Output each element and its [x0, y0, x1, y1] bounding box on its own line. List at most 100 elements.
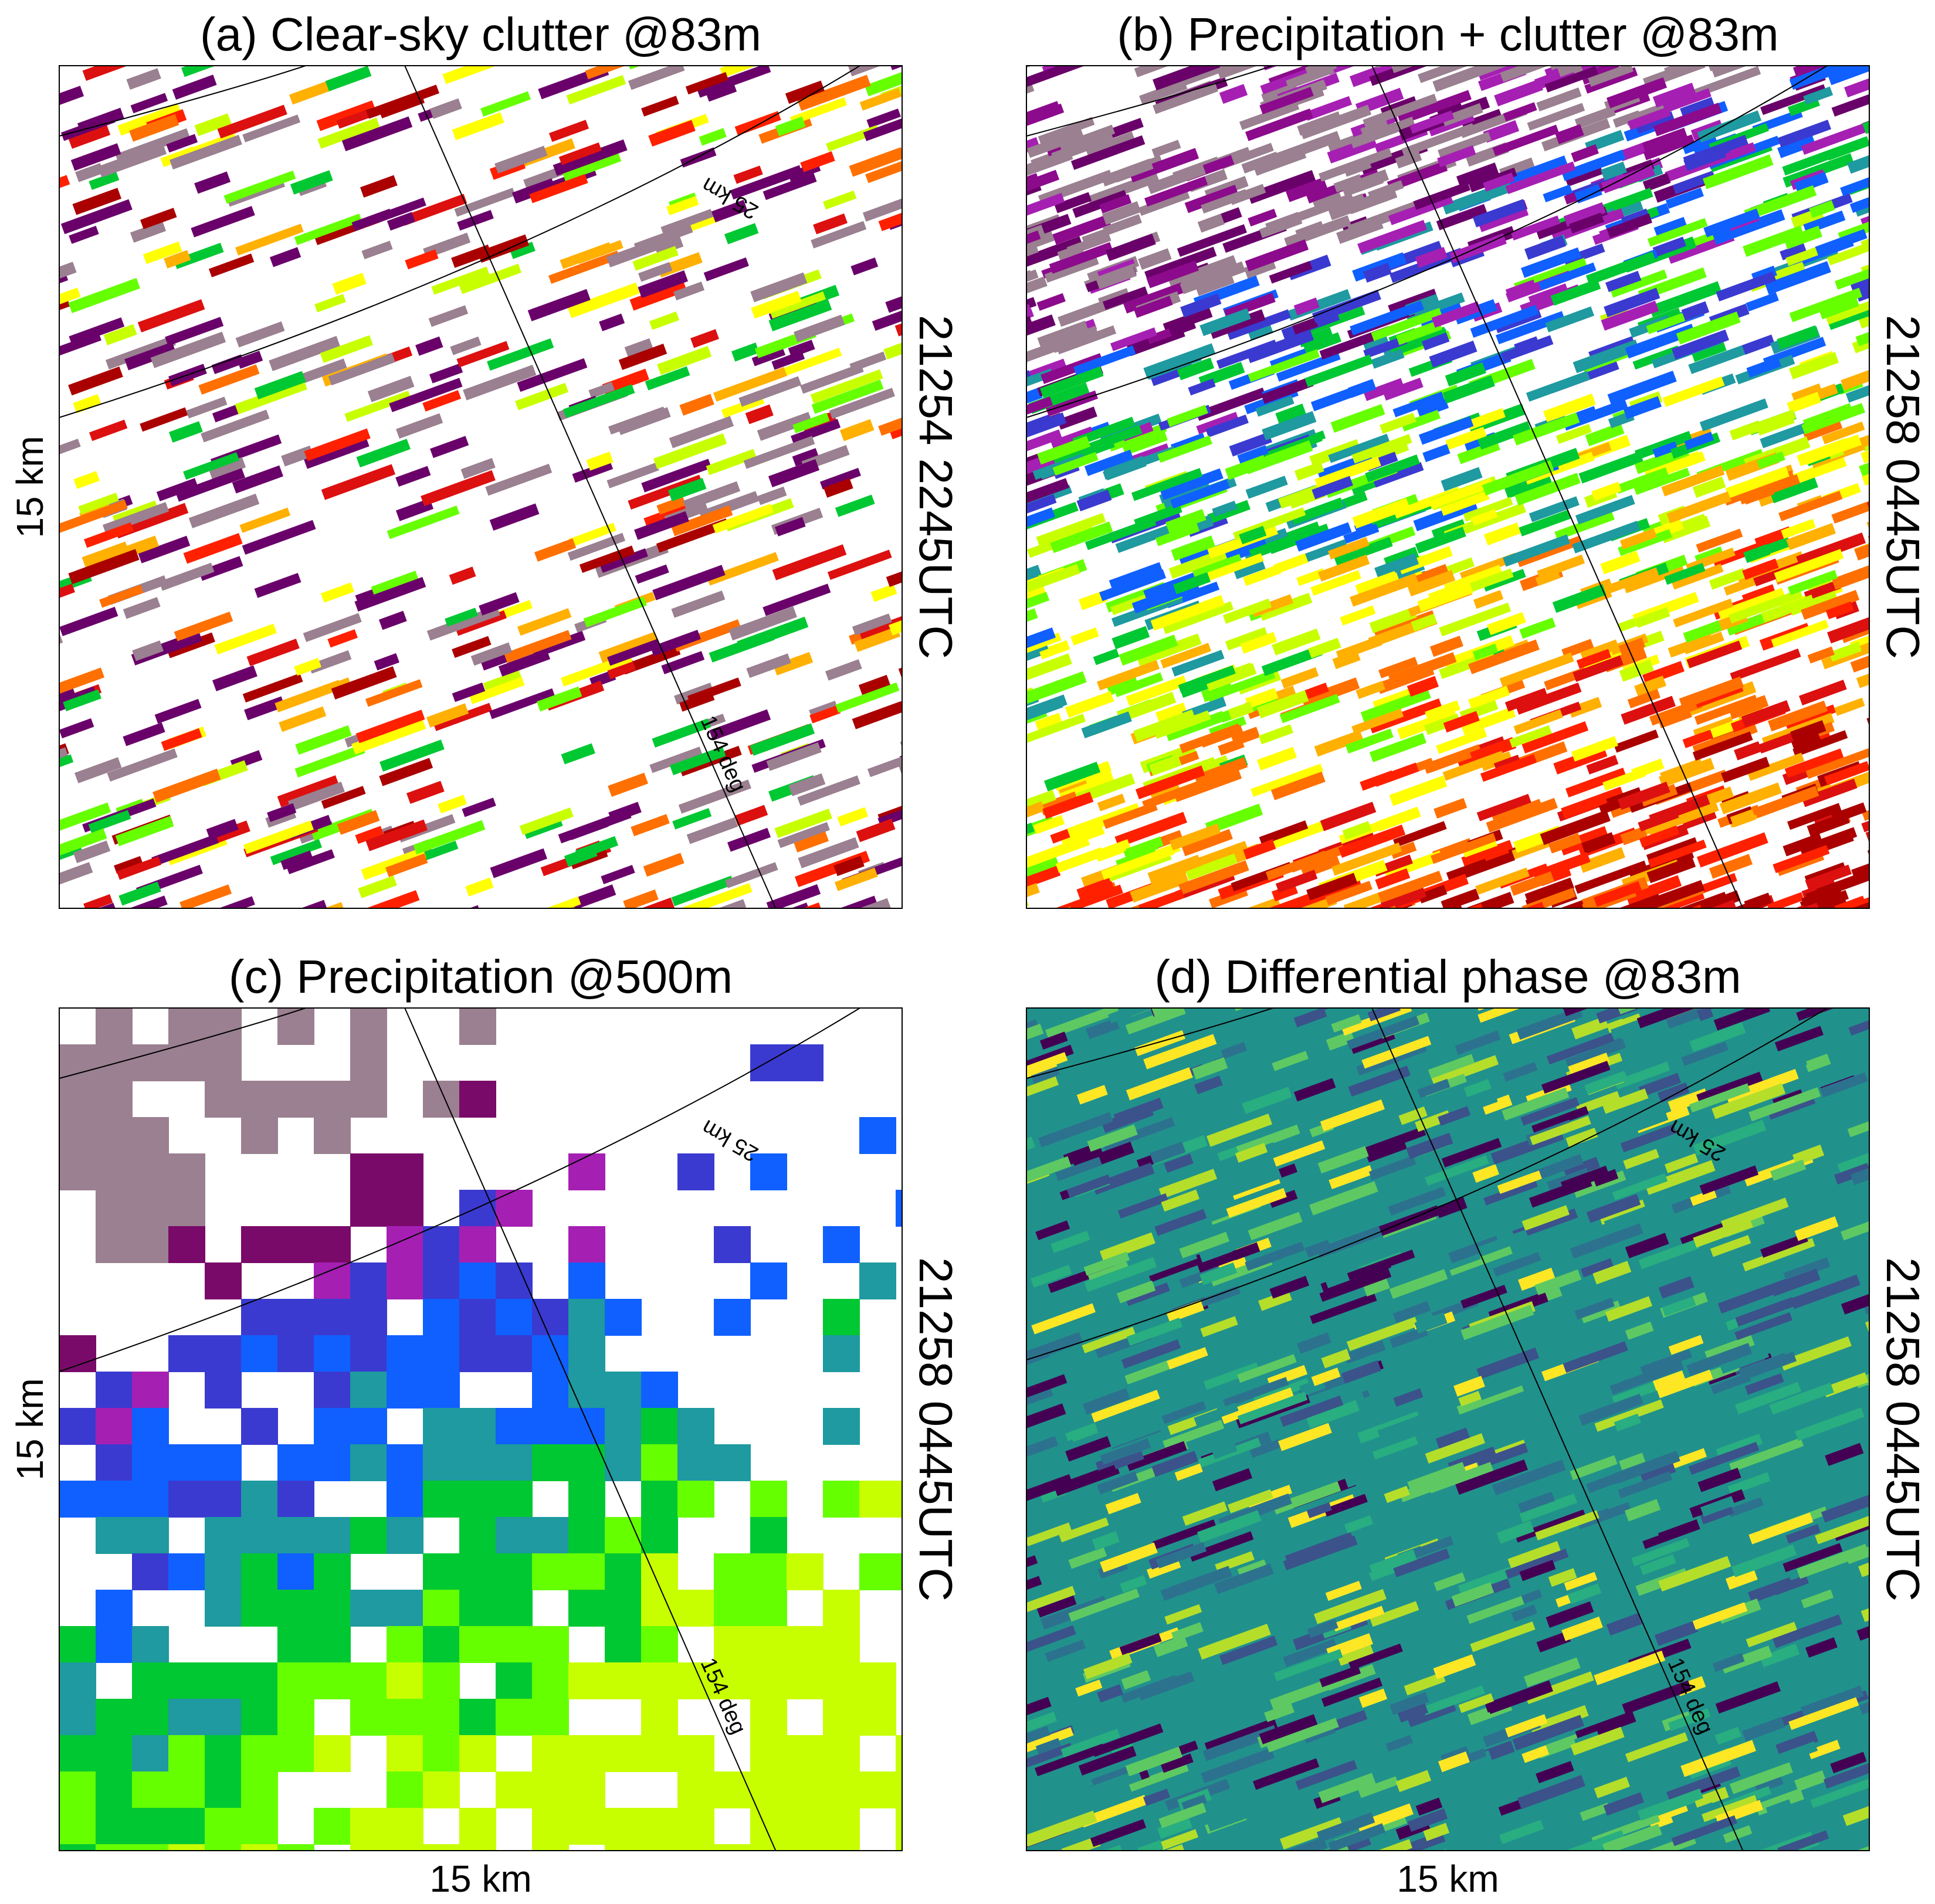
bin	[1552, 584, 1607, 613]
bin	[1580, 1803, 1611, 1821]
bin	[89, 419, 128, 442]
bin	[1216, 66, 1261, 80]
bin	[1417, 582, 1473, 612]
bin	[1606, 1613, 1642, 1636]
bin	[1453, 1376, 1485, 1397]
bin	[568, 522, 616, 548]
bin	[1463, 497, 1513, 522]
bin	[1111, 626, 1150, 650]
bin	[1395, 320, 1443, 345]
bin	[235, 321, 285, 348]
bin	[1085, 517, 1157, 551]
cell	[277, 1008, 314, 1045]
bin	[1647, 802, 1719, 836]
cell	[314, 1226, 351, 1263]
cell	[459, 1626, 496, 1663]
bin	[792, 448, 819, 467]
bin	[296, 907, 328, 908]
bin	[358, 875, 397, 898]
bin	[930, 687, 1004, 722]
bin	[1521, 1745, 1550, 1763]
bin	[1642, 127, 1688, 154]
bin	[1719, 782, 1782, 814]
bin	[1184, 184, 1239, 213]
cell	[532, 1662, 569, 1699]
bin	[1318, 1773, 1376, 1804]
bin	[1782, 147, 1841, 176]
bin	[1574, 1298, 1615, 1320]
bin	[1792, 25, 1845, 53]
bin	[1099, 569, 1167, 602]
cell	[241, 1335, 278, 1372]
bin	[279, 706, 327, 732]
bin	[116, 856, 162, 880]
bin	[1363, 1278, 1390, 1297]
bin	[1815, 229, 1868, 256]
cell	[350, 1262, 387, 1299]
cell	[496, 1408, 533, 1445]
bin	[1849, 193, 1869, 213]
cell	[314, 1553, 351, 1590]
bin	[1617, 782, 1670, 810]
bin	[172, 74, 217, 100]
cell	[605, 1408, 642, 1445]
bin	[920, 864, 963, 889]
bin	[1316, 1226, 1383, 1258]
bin	[1391, 66, 1425, 73]
bin	[1293, 1078, 1336, 1102]
bin	[624, 338, 653, 358]
bin	[1585, 251, 1656, 286]
cell	[496, 1481, 533, 1518]
bin	[1310, 1292, 1377, 1325]
bin	[1242, 564, 1282, 586]
bin	[1770, 477, 1818, 504]
bin	[1070, 1221, 1131, 1252]
bin	[534, 538, 577, 562]
bin	[1649, 281, 1722, 317]
bin	[1689, 1022, 1746, 1053]
bin	[1026, 368, 1054, 396]
bin	[422, 390, 462, 412]
bin	[1573, 655, 1624, 682]
bin	[1805, 864, 1852, 890]
bin	[1082, 1326, 1136, 1353]
bin	[494, 145, 548, 174]
bin	[1125, 1282, 1170, 1306]
bin	[1290, 497, 1344, 525]
bin	[1831, 802, 1867, 824]
bin	[320, 582, 354, 603]
bin	[479, 592, 520, 616]
bin	[1729, 589, 1803, 624]
bin	[1154, 1209, 1207, 1236]
bin	[489, 503, 540, 531]
bin	[1802, 419, 1843, 442]
bin	[1377, 1405, 1451, 1441]
bin	[1026, 1188, 1058, 1220]
bin	[1543, 184, 1573, 203]
bin	[1442, 192, 1479, 215]
bin	[1203, 1362, 1260, 1390]
timestamp: 21258 0445UTC	[1877, 1257, 1929, 1601]
bin	[751, 347, 786, 366]
bin	[1844, 66, 1869, 98]
bin	[1121, 429, 1168, 456]
bin	[1825, 1443, 1864, 1467]
bin	[1754, 537, 1791, 558]
bin	[987, 140, 1016, 158]
cell	[277, 1481, 314, 1518]
cell	[823, 1808, 860, 1845]
bin	[1076, 877, 1114, 900]
bin	[1120, 1575, 1147, 1593]
bin	[1889, 726, 1935, 761]
bin	[1011, 939, 1084, 972]
cell	[496, 1662, 533, 1699]
bin	[1425, 1155, 1489, 1186]
bin	[59, 439, 81, 471]
bin	[848, 0, 906, 25]
bin	[1510, 909, 1584, 945]
bin	[1129, 148, 1199, 183]
cell	[459, 1408, 496, 1445]
cell	[350, 1335, 387, 1372]
bin	[1061, 826, 1105, 849]
bin	[1293, 297, 1320, 316]
